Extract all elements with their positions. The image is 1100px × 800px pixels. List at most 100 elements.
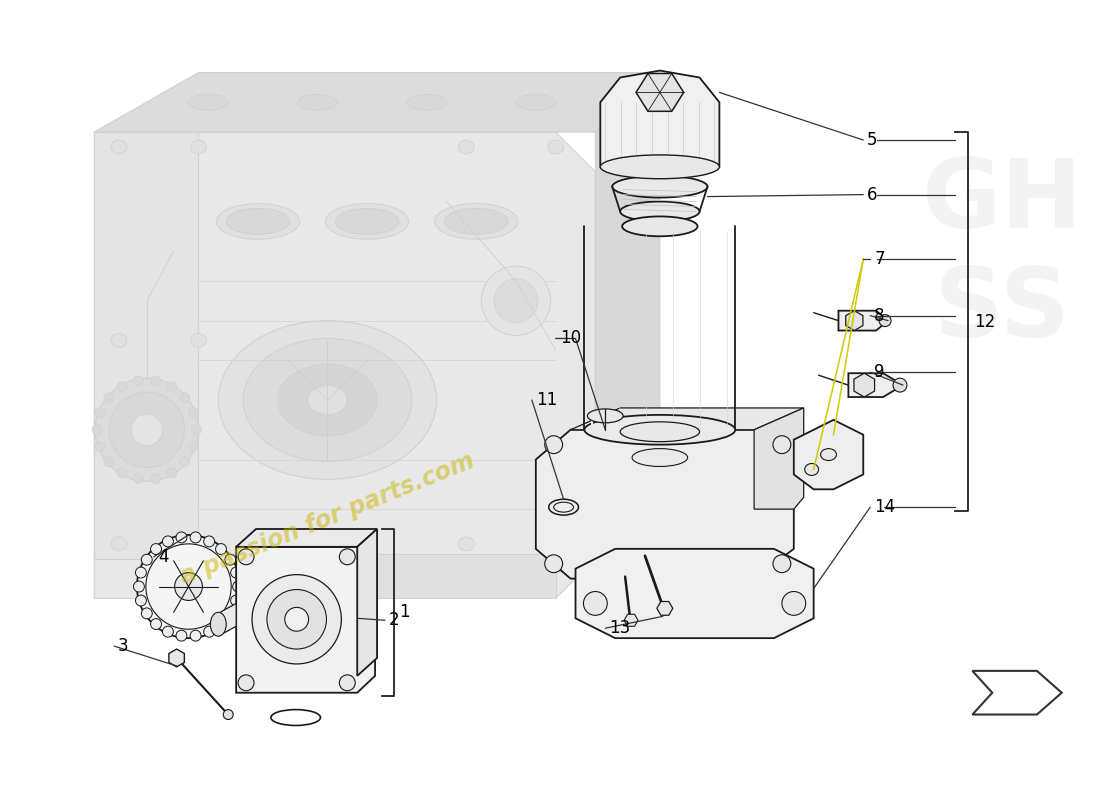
Ellipse shape <box>587 409 623 423</box>
Ellipse shape <box>278 364 377 436</box>
Polygon shape <box>595 73 660 519</box>
Ellipse shape <box>151 376 161 386</box>
Text: 8: 8 <box>874 306 884 325</box>
Ellipse shape <box>544 436 562 454</box>
Ellipse shape <box>224 608 235 619</box>
Ellipse shape <box>613 176 707 198</box>
Ellipse shape <box>227 209 289 234</box>
Ellipse shape <box>308 385 348 415</box>
Text: 2: 2 <box>389 611 399 630</box>
Polygon shape <box>601 70 719 177</box>
Ellipse shape <box>180 457 190 466</box>
Ellipse shape <box>180 393 190 403</box>
Ellipse shape <box>516 94 556 110</box>
Ellipse shape <box>190 537 207 551</box>
Polygon shape <box>972 671 1062 714</box>
Text: 10: 10 <box>560 330 581 347</box>
Text: 13: 13 <box>609 619 630 638</box>
Ellipse shape <box>111 334 126 347</box>
Text: SS: SS <box>934 264 1070 357</box>
Ellipse shape <box>163 536 174 547</box>
Polygon shape <box>95 73 660 132</box>
Ellipse shape <box>267 590 327 649</box>
Ellipse shape <box>252 574 341 664</box>
Ellipse shape <box>773 436 791 454</box>
Ellipse shape <box>190 334 207 347</box>
Text: 4: 4 <box>157 548 168 566</box>
Ellipse shape <box>548 537 563 551</box>
Ellipse shape <box>163 626 174 637</box>
Ellipse shape <box>191 425 201 434</box>
Ellipse shape <box>151 543 162 554</box>
Polygon shape <box>218 603 236 636</box>
Ellipse shape <box>103 393 113 403</box>
Ellipse shape <box>210 612 227 636</box>
Ellipse shape <box>135 567 146 578</box>
Ellipse shape <box>135 595 146 606</box>
Ellipse shape <box>326 203 409 239</box>
Ellipse shape <box>109 392 185 467</box>
Ellipse shape <box>188 442 198 452</box>
Polygon shape <box>536 430 794 578</box>
Ellipse shape <box>133 581 144 592</box>
Text: 12: 12 <box>975 313 996 330</box>
Ellipse shape <box>298 94 338 110</box>
Polygon shape <box>169 649 185 667</box>
Text: 3: 3 <box>118 637 129 655</box>
Ellipse shape <box>620 202 700 222</box>
Ellipse shape <box>96 378 198 482</box>
Ellipse shape <box>216 543 227 554</box>
Ellipse shape <box>136 535 240 638</box>
Ellipse shape <box>96 408 106 418</box>
Ellipse shape <box>117 468 126 478</box>
Ellipse shape <box>151 618 162 630</box>
Polygon shape <box>854 374 874 397</box>
Ellipse shape <box>103 457 113 466</box>
Ellipse shape <box>773 554 791 573</box>
Ellipse shape <box>176 532 187 543</box>
Ellipse shape <box>218 321 437 479</box>
Polygon shape <box>846 310 862 330</box>
Ellipse shape <box>223 710 233 719</box>
Text: 7: 7 <box>874 250 884 268</box>
Text: 9: 9 <box>874 363 884 382</box>
Ellipse shape <box>893 378 906 392</box>
Ellipse shape <box>188 408 198 418</box>
Polygon shape <box>236 547 375 693</box>
Ellipse shape <box>167 382 177 392</box>
Ellipse shape <box>141 554 152 565</box>
Ellipse shape <box>231 595 242 606</box>
Ellipse shape <box>459 537 474 551</box>
Polygon shape <box>575 549 814 638</box>
Ellipse shape <box>151 474 161 483</box>
Polygon shape <box>95 132 595 598</box>
Ellipse shape <box>96 442 106 452</box>
Ellipse shape <box>190 630 201 641</box>
Polygon shape <box>838 310 888 330</box>
Ellipse shape <box>190 532 201 543</box>
Polygon shape <box>794 420 864 490</box>
Polygon shape <box>624 614 638 626</box>
Polygon shape <box>848 374 903 397</box>
Ellipse shape <box>204 536 214 547</box>
Ellipse shape <box>243 338 411 462</box>
Ellipse shape <box>111 140 126 154</box>
Polygon shape <box>236 529 377 547</box>
Ellipse shape <box>167 468 177 478</box>
Ellipse shape <box>238 549 254 565</box>
Text: 11: 11 <box>536 391 557 409</box>
Ellipse shape <box>217 203 299 239</box>
Ellipse shape <box>620 422 700 442</box>
Text: 14: 14 <box>874 498 895 516</box>
Ellipse shape <box>133 474 143 483</box>
Polygon shape <box>358 529 377 676</box>
Ellipse shape <box>224 554 235 565</box>
Ellipse shape <box>494 279 538 322</box>
Ellipse shape <box>782 591 805 615</box>
Ellipse shape <box>204 626 214 637</box>
Ellipse shape <box>584 415 735 445</box>
Ellipse shape <box>336 209 399 234</box>
Ellipse shape <box>233 581 243 592</box>
Polygon shape <box>657 602 673 615</box>
Ellipse shape <box>434 203 518 239</box>
